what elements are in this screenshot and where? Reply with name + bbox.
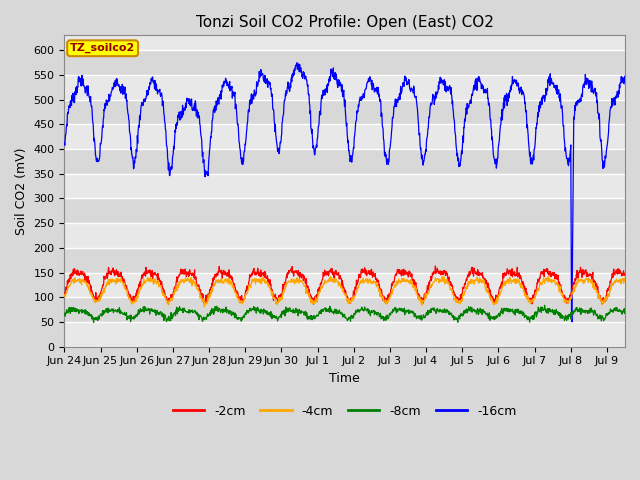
Bar (65, 149, 625, 174)
Bar (65, 99, 625, 124)
Bar (65, 50, 625, 75)
Y-axis label: Soil CO2 (mV): Soil CO2 (mV) (15, 147, 28, 235)
Bar (65, 322, 625, 347)
Bar (65, 273, 625, 297)
Bar (65, 248, 625, 273)
Legend: -2cm, -4cm, -8cm, -16cm: -2cm, -4cm, -8cm, -16cm (168, 400, 522, 423)
Bar (65, 75, 625, 99)
Bar (65, 198, 625, 223)
Bar (65, 174, 625, 198)
X-axis label: Time: Time (330, 372, 360, 385)
Bar (65, 124, 625, 149)
Bar (65, 297, 625, 322)
Title: Tonzi Soil CO2 Profile: Open (East) CO2: Tonzi Soil CO2 Profile: Open (East) CO2 (196, 15, 493, 30)
Text: TZ_soilco2: TZ_soilco2 (70, 43, 135, 53)
Bar (65, 223, 625, 248)
